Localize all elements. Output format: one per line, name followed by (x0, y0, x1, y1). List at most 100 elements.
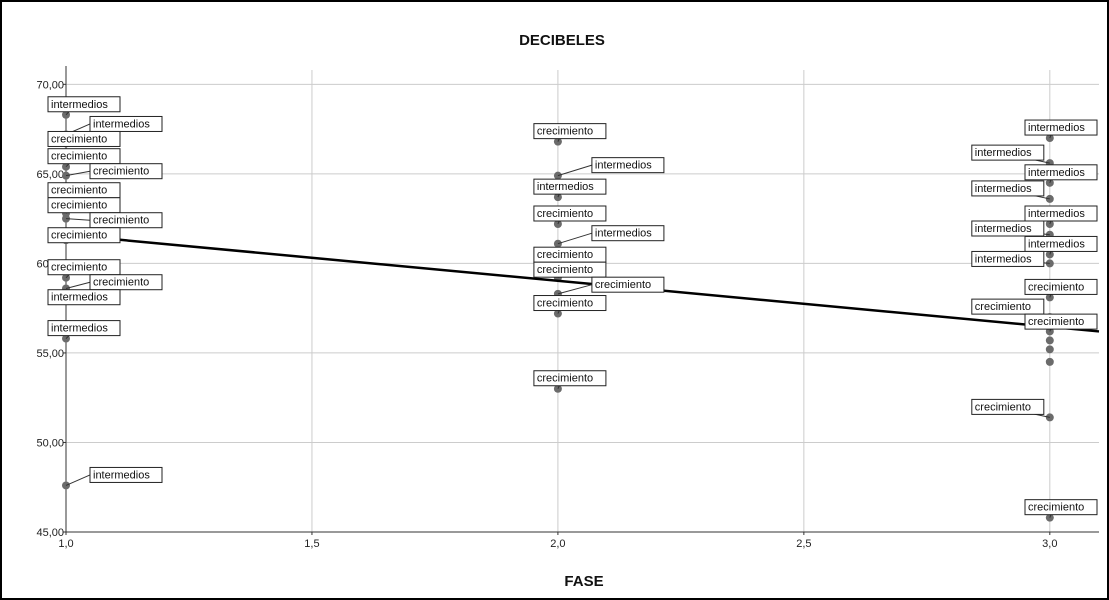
label-text: intermedios (975, 253, 1032, 265)
label-text: crecimiento (93, 277, 149, 289)
label-box (47, 130, 121, 147)
data-point (1045, 345, 1054, 354)
point-label: intermedios (1024, 119, 1098, 139)
label-text: crecimiento (1028, 316, 1084, 328)
label-leader (557, 164, 593, 177)
label-text: intermedios (1028, 208, 1085, 220)
label-box (971, 298, 1045, 315)
point-label: crecimiento (47, 227, 121, 244)
label-box (533, 205, 607, 222)
point-label: intermedios (65, 466, 163, 486)
label-text: crecimiento (51, 185, 107, 197)
label-text: crecimiento (537, 126, 593, 138)
label-box (533, 370, 607, 387)
label-box (89, 466, 163, 483)
point-label: crecimiento (47, 130, 121, 147)
point-label: intermedios (47, 96, 121, 116)
label-text: intermedios (93, 118, 150, 130)
chart-title: DECIBELES (519, 32, 605, 49)
label-text: intermedios (51, 323, 108, 335)
gridlines (66, 70, 1099, 533)
point-label: crecimiento (533, 205, 607, 225)
label-text: crecimiento (93, 166, 149, 178)
data-point (1045, 357, 1054, 366)
fit-line-group (65, 233, 1100, 333)
point-label: crecimiento (557, 276, 665, 295)
label-text: crecimiento (1028, 502, 1084, 514)
label-box (47, 259, 121, 276)
label-text: crecimiento (537, 208, 593, 220)
point-label: intermedios (557, 225, 665, 245)
label-box (47, 148, 121, 165)
label-box (591, 225, 665, 242)
y-tick-label: 50,00 (36, 437, 64, 449)
label-box (1024, 499, 1098, 516)
point-label: intermedios (971, 180, 1050, 200)
label-box (971, 250, 1045, 267)
x-tick-label: 2,5 (796, 538, 811, 550)
label-leader (65, 170, 91, 177)
data-point (1045, 336, 1054, 345)
x-tick-label: 1,0 (58, 538, 73, 550)
label-box (1024, 278, 1098, 295)
point-label: intermedios (47, 289, 121, 306)
label-text: intermedios (975, 223, 1032, 235)
y-tick-label: 70,00 (36, 79, 64, 91)
label-text: crecimiento (537, 373, 593, 385)
label-box (591, 276, 665, 293)
point-label: intermedios (971, 220, 1050, 237)
x-tick-label: 2,0 (550, 538, 565, 550)
label-box (591, 157, 665, 174)
point-label: intermedios (971, 144, 1050, 164)
label-text: crecimiento (93, 215, 149, 227)
label-box (47, 96, 121, 113)
label-box (89, 274, 163, 291)
point-label: crecimiento (1024, 499, 1098, 518)
label-box (1024, 164, 1098, 181)
point-label: intermedios (1024, 205, 1098, 225)
y-tick-label: 55,00 (36, 348, 64, 360)
label-box (89, 163, 163, 180)
label-text: crecimiento (537, 264, 593, 276)
point-label: crecimiento (47, 148, 121, 168)
x-tick-label: 3,0 (1042, 538, 1057, 550)
label-box (971, 220, 1045, 237)
point-label: crecimiento (65, 212, 163, 229)
label-box (533, 295, 607, 312)
point-label: intermedios (1024, 235, 1098, 255)
x-tick-label: 1,5 (304, 538, 319, 550)
point-label: crecimiento (533, 123, 607, 142)
label-text: intermedios (595, 228, 652, 240)
label-box (89, 115, 163, 132)
label-text: crecimiento (975, 401, 1031, 413)
label-text: crecimiento (51, 230, 107, 242)
label-text: crecimiento (51, 133, 107, 145)
point-label: crecimiento (47, 197, 121, 214)
label-text: intermedios (93, 469, 150, 481)
point-label: intermedios (557, 157, 665, 177)
label-text: crecimiento (51, 200, 107, 212)
label-box (1024, 313, 1098, 330)
label-box (89, 212, 163, 229)
point-label: crecimiento (47, 259, 121, 279)
label-box (971, 144, 1045, 161)
label-box (47, 227, 121, 244)
label-leader (65, 218, 91, 221)
label-text: crecimiento (595, 279, 651, 291)
label-box (47, 197, 121, 214)
fit-line (65, 233, 1100, 333)
label-leader (65, 474, 91, 486)
x-axis-ticks: 1,0 1,5 2,0 2,5 3,0 (58, 532, 1057, 550)
label-text: intermedios (975, 183, 1032, 195)
x-axis-title: FASE (564, 573, 603, 590)
label-text: crecimiento (537, 298, 593, 310)
label-text: intermedios (1028, 122, 1085, 134)
label-box (971, 180, 1045, 197)
point-label: crecimiento (533, 261, 607, 278)
label-text: intermedios (975, 147, 1032, 159)
point-label: crecimiento (533, 295, 607, 314)
label-box (47, 289, 121, 306)
label-text: intermedios (1028, 238, 1085, 250)
label-text: intermedios (51, 292, 108, 304)
